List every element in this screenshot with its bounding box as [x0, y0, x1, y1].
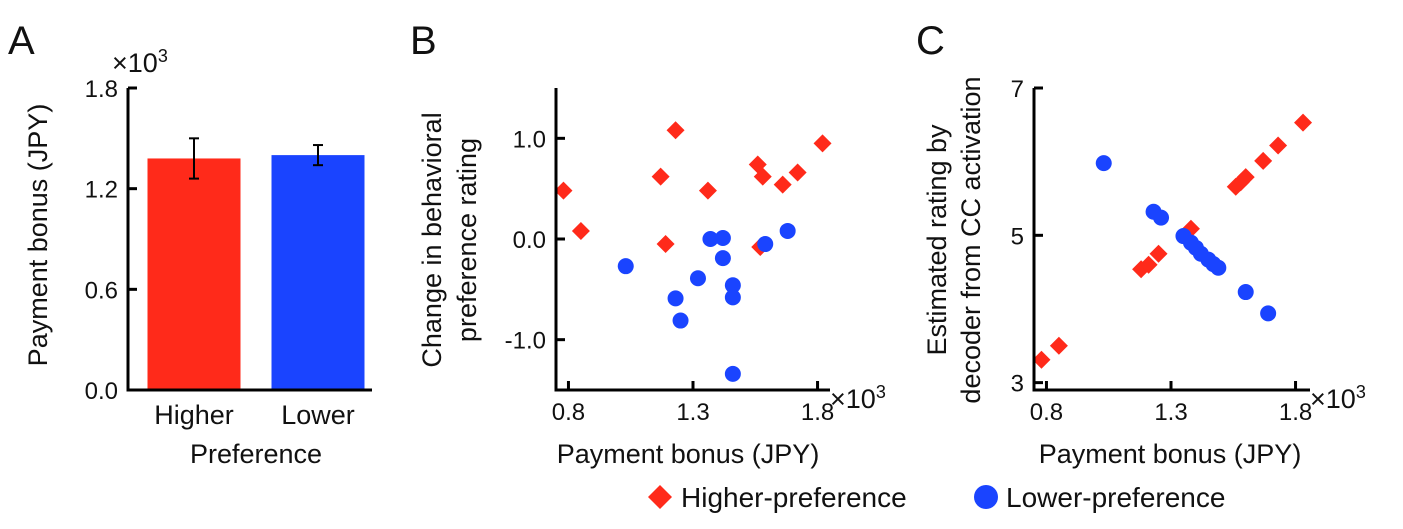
panel-b-x-multiplier: ×103: [830, 382, 886, 414]
panel-b-y-tick-label: 0.0: [513, 227, 546, 254]
point-higher-preference: [788, 163, 807, 182]
point-lower-preference: [1260, 305, 1277, 322]
panel-c-y-tick-label: 3: [1011, 371, 1024, 398]
panel-b-x-multiplier-base: ×10: [830, 384, 876, 414]
panel-a-x-axis-label: Preference: [190, 439, 322, 469]
bar-higher: [147, 158, 241, 390]
point-higher-preference: [753, 167, 772, 186]
point-lower-preference: [779, 222, 796, 239]
panel-b-scatter-chart: B Change in behavioral preference rating…: [410, 19, 886, 469]
panel-a-plot-area: 0.0 0.6 1.2 1.8 Higher Lower: [85, 76, 365, 430]
point-lower-preference: [1153, 209, 1170, 226]
point-lower-preference: [1210, 259, 1227, 276]
panel-b-x-tick-label: 0.8: [552, 399, 585, 426]
point-lower-preference: [724, 277, 741, 294]
panel-c-letter: C: [916, 19, 945, 63]
panel-c-scatter-chart: C Estimated rating by decoder from CC ac…: [916, 19, 1366, 469]
panel-c-x-multiplier-base: ×10: [1310, 384, 1356, 414]
panel-a-y-tick-label: 1.8: [85, 76, 118, 103]
panel-c-x-tick-label: 1.3: [1154, 399, 1187, 426]
legend-label-lower: Lower-preference: [1006, 482, 1225, 513]
panel-c-plot-area: 0.8 1.3 1.8 3 5 7: [1011, 76, 1313, 426]
point-higher-preference: [1032, 350, 1051, 369]
legend: Higher-preference Lower-preference: [648, 482, 1225, 513]
point-higher-preference: [1049, 336, 1068, 355]
panel-c-x-tick-label: 1.8: [1279, 399, 1312, 426]
point-higher-preference: [651, 167, 670, 186]
panel-a-letter: A: [8, 19, 35, 63]
panel-c-y-tick-label: 5: [1011, 223, 1024, 250]
panel-c-y-tick-label: 7: [1011, 76, 1024, 103]
panel-c-x-multiplier: ×103: [1310, 382, 1366, 414]
point-higher-preference: [773, 175, 792, 194]
panel-a-y-tick-label: 0.0: [85, 378, 118, 405]
panel-c-x-axis-label: Payment bonus (JPY): [1039, 439, 1302, 469]
panel-b-y-tick-label: 1.0: [513, 126, 546, 153]
panel-a-y-axis-label: Payment bonus (JPY): [23, 104, 53, 367]
point-higher-preference: [698, 181, 717, 200]
panel-b-x-multiplier-exp: 3: [876, 382, 886, 402]
panel-b-x-tick-label: 1.8: [801, 399, 834, 426]
point-higher-preference: [656, 235, 675, 254]
point-higher-preference: [1149, 244, 1168, 263]
point-lower-preference: [667, 290, 684, 307]
bar-lower: [271, 155, 365, 390]
legend-item-lower-preference: Lower-preference: [974, 482, 1225, 513]
panel-a-multiplier-base: ×10: [112, 48, 158, 78]
point-lower-preference: [672, 312, 689, 329]
point-higher-preference: [813, 134, 832, 153]
panel-b-x-axis-label: Payment bonus (JPY): [557, 439, 820, 469]
panel-b-y-tick-label: -1.0: [505, 328, 546, 355]
legend-circle-marker: [974, 485, 998, 509]
panel-a-category-label: Lower: [281, 400, 355, 430]
point-higher-preference: [1254, 151, 1273, 170]
panel-b-y-axis-label-line-1: Change in behavioral: [417, 112, 447, 367]
legend-diamond-marker: [648, 485, 672, 509]
panel-a-category-label: Higher: [154, 400, 234, 430]
point-higher-preference: [1236, 168, 1255, 187]
panel-c-x-tick-label: 0.8: [1030, 399, 1063, 426]
legend-item-higher-preference: Higher-preference: [648, 482, 907, 513]
panel-c-x-multiplier-exp: 3: [1356, 382, 1366, 402]
panel-a-bar-chart: A ×103 Payment bonus (JPY) 0.0 0.6 1.2 1.8 H…: [8, 19, 372, 469]
point-lower-preference: [724, 289, 741, 306]
point-higher-preference: [1139, 255, 1158, 274]
panel-b-y-axis-label-line-2: preference rating: [452, 138, 482, 342]
point-lower-preference: [617, 258, 634, 275]
panel-b-plot-area: 0.8 1.3 1.8 -1.0 0.0 1.0: [505, 121, 834, 426]
point-lower-preference: [1237, 284, 1254, 301]
panel-c-y-axis-label-line-1: Estimated rating by: [922, 124, 952, 356]
legend-label-higher: Higher-preference: [681, 482, 907, 513]
point-lower-preference: [689, 270, 706, 287]
point-higher-preference: [554, 181, 573, 200]
point-lower-preference: [724, 365, 741, 382]
point-lower-preference: [714, 250, 731, 267]
point-higher-preference: [666, 121, 685, 140]
panel-b-x-tick-label: 1.3: [676, 399, 709, 426]
point-lower-preference: [757, 236, 774, 253]
panel-a-multiplier-exp: 3: [158, 46, 168, 66]
point-lower-preference: [714, 229, 731, 246]
point-lower-preference: [702, 231, 719, 247]
point-higher-preference: [571, 221, 590, 240]
point-lower-preference: [1095, 155, 1112, 172]
point-higher-preference: [1294, 113, 1313, 132]
panel-a-y-tick-label: 1.2: [85, 177, 118, 204]
panel-b-letter: B: [410, 19, 437, 63]
panel-c-y-axis-label-line-2: decoder from CC activation: [956, 76, 986, 403]
panel-a-multiplier: ×103: [112, 46, 168, 78]
point-higher-preference: [1269, 136, 1288, 155]
panel-a-y-tick-label: 0.6: [85, 277, 118, 304]
